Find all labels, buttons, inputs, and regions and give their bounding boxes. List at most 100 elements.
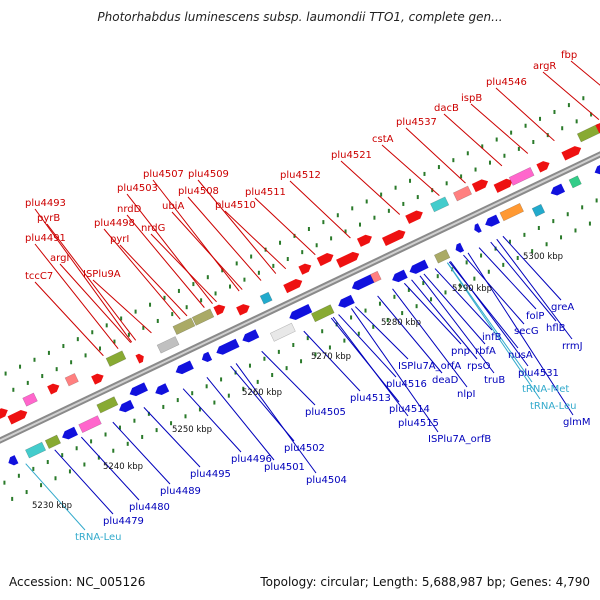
gene-label-plu4508[interactable]: plu4508	[178, 186, 219, 197]
gene-label-plu4502[interactable]: plu4502	[284, 443, 325, 454]
gene-label-plu4504[interactable]: plu4504	[306, 475, 347, 486]
gene-label-plu4503[interactable]: plu4503	[117, 183, 158, 194]
gene-label-plu4515[interactable]: plu4515	[398, 418, 439, 429]
gene-label-nusA[interactable]: nusA	[508, 350, 533, 361]
gene-label-ispB[interactable]: ispB	[461, 93, 482, 104]
leader-line	[446, 262, 541, 400]
gene-arrow	[351, 274, 375, 291]
tick-dot	[176, 398, 179, 403]
gene-label-argR[interactable]: argR	[533, 61, 556, 72]
gene-label-plu4498[interactable]: plu4498	[94, 218, 135, 229]
leader-line	[303, 330, 361, 392]
gene-feature	[356, 234, 372, 247]
gene-label-truB[interactable]: truB	[484, 375, 505, 386]
leader-lines	[25, 60, 600, 531]
tick-dot	[68, 469, 71, 474]
gene-label-folP[interactable]: folP	[526, 311, 544, 322]
gene-label-fbp[interactable]: fbp	[561, 50, 577, 61]
gene-label-plu4479[interactable]: plu4479	[103, 516, 144, 527]
leader-line	[423, 273, 486, 345]
tick-dot	[386, 317, 389, 322]
tick-dot	[487, 269, 490, 274]
gene-feature	[269, 322, 296, 342]
gene-label-dacB[interactable]: dacB	[434, 103, 459, 114]
gene-label-plu4531[interactable]: plu4531	[518, 368, 559, 379]
leader-line	[351, 308, 439, 433]
gene-label-plu4480[interactable]: plu4480	[129, 502, 170, 513]
gene-label-plu4495[interactable]: plu4495	[190, 469, 231, 480]
kbp-label-5270: 5270 kbp	[311, 352, 351, 362]
tick-dot	[118, 425, 121, 430]
gene-label-tRNA-Leu-2[interactable]: tRNA-Leu	[75, 532, 121, 543]
gene-arrow	[47, 383, 60, 395]
gene-label-pyrB[interactable]: pyrB	[37, 213, 60, 224]
gene-label-plu4511[interactable]: plu4511	[245, 187, 286, 198]
gene-label-pnp[interactable]: pnp	[451, 346, 470, 357]
gene-feature	[536, 161, 550, 173]
gene-label-plu4496[interactable]: plu4496	[231, 454, 272, 465]
gene-label-rbfA[interactable]: rbfA	[475, 346, 496, 357]
gene-label-ubiA[interactable]: ubiA	[162, 201, 184, 212]
gene-arrow	[471, 179, 489, 193]
gene-label-nrdD[interactable]: nrdD	[117, 204, 142, 215]
gene-label-plu4509[interactable]: plu4509	[188, 169, 229, 180]
tick-dot	[90, 439, 93, 444]
gene-feature	[455, 242, 465, 253]
tick-dot	[423, 171, 426, 176]
gene-label-plu4507[interactable]: plu4507	[143, 169, 184, 180]
tick-dot	[11, 496, 14, 501]
leader-line	[377, 295, 443, 374]
gene-arrow	[561, 146, 582, 161]
gene-label-rpsO[interactable]: rpsO	[467, 361, 491, 372]
gene-feature	[216, 338, 240, 355]
gene-label-rrmJ[interactable]: rrmJ	[562, 341, 583, 352]
gene-label-ISPlu7A_orfA[interactable]: ISPlu7A_orfA	[398, 361, 461, 372]
gene-label-hflB[interactable]: hflB	[546, 323, 566, 334]
tick-dot	[590, 112, 593, 117]
leader-line	[495, 87, 555, 142]
tick-dot	[213, 400, 216, 405]
gene-label-plu4537[interactable]: plu4537	[396, 117, 437, 128]
leader-line	[103, 228, 181, 320]
gene-label-deaD[interactable]: deaD	[432, 375, 459, 386]
gene-label-nlpI[interactable]: nlpI	[457, 389, 475, 400]
gene-label-pyrI[interactable]: pyrI	[110, 234, 129, 245]
gene-label-plu4501[interactable]: plu4501	[264, 462, 305, 473]
gene-label-ISPlu7A_orfB[interactable]: ISPlu7A_orfB	[428, 434, 491, 445]
gene-label-plu4513[interactable]: plu4513	[350, 393, 391, 404]
gene-label-argI[interactable]: argI	[50, 253, 69, 264]
gene-label-plu4489[interactable]: plu4489	[160, 486, 201, 497]
gene-label-plu4546[interactable]: plu4546	[486, 77, 527, 88]
gene-label-tccC7[interactable]: tccC7	[25, 271, 53, 282]
gene-label-cstA[interactable]: cstA	[372, 134, 394, 145]
tick-dot	[162, 404, 165, 409]
tick-dot	[517, 146, 520, 151]
gene-feature	[155, 383, 170, 395]
gene-label-secG[interactable]: secG	[514, 326, 539, 337]
tick-dot	[205, 384, 208, 389]
gene-label-plu4512[interactable]: plu4512	[280, 170, 321, 181]
gene-label-plu4514[interactable]: plu4514	[389, 404, 430, 415]
gene-label-plu4516[interactable]: plu4516	[386, 379, 427, 390]
tick-dot	[510, 130, 513, 135]
tick-dot	[328, 345, 331, 350]
gene-label-greA[interactable]: greA	[551, 302, 574, 313]
gene-label-infB[interactable]: infB	[482, 332, 502, 343]
gene-feature	[568, 175, 582, 189]
gene-label-tRNA-Leu-1[interactable]: tRNA-Leu	[530, 401, 576, 412]
gene-label-glmM[interactable]: glmM	[563, 417, 591, 428]
gene-label-tRNA-Met[interactable]: tRNA-Met	[522, 384, 569, 395]
tick-dot	[46, 460, 49, 465]
gene-label-plu4521[interactable]: plu4521	[331, 150, 372, 161]
tick-dot	[33, 357, 36, 362]
gene-label-plu4505[interactable]: plu4505	[305, 407, 346, 418]
gene-label-nrdG[interactable]: nrdG	[141, 223, 165, 234]
tick-dot	[97, 455, 100, 460]
gene-label-plu4493[interactable]: plu4493	[25, 198, 66, 209]
tick-dot	[502, 262, 505, 267]
gene-label-plu4510[interactable]: plu4510	[215, 200, 256, 211]
gene-label-ISPlu9A[interactable]: ISPlu9A	[83, 269, 121, 280]
tick-dot	[560, 235, 563, 240]
leader-line	[171, 211, 243, 290]
gene-label-plu4491[interactable]: plu4491	[25, 233, 66, 244]
